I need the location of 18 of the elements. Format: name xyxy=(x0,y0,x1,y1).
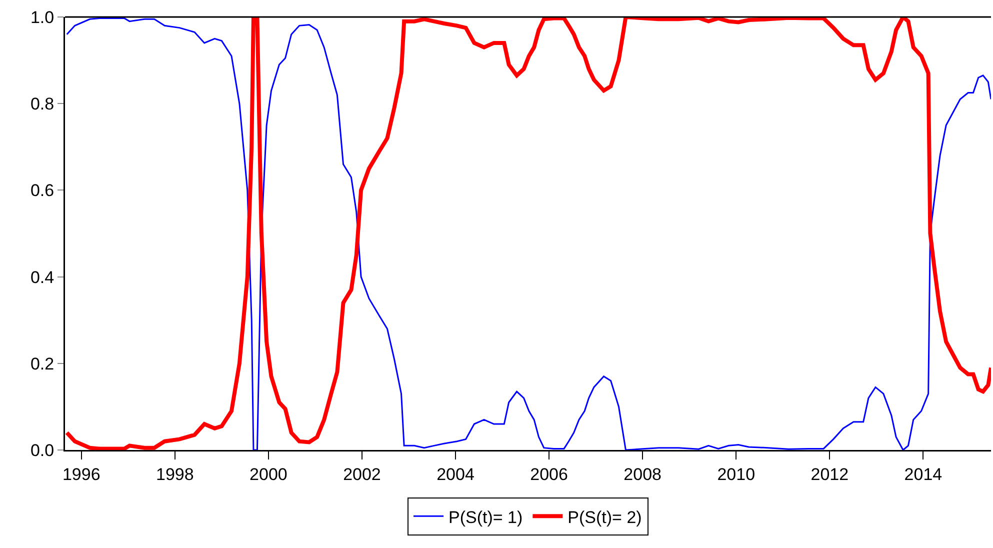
y-tick-label: 0.6 xyxy=(30,181,54,200)
x-tick-label: 1998 xyxy=(156,464,194,484)
x-tick-label: 2000 xyxy=(250,464,288,484)
y-tick-label: 0.0 xyxy=(30,440,54,460)
y-tick-label: 0.8 xyxy=(30,94,54,114)
x-tick-label: 2014 xyxy=(904,464,942,484)
x-tick-label: 2004 xyxy=(436,464,474,484)
legend-label: P(S(t)= 2) xyxy=(568,508,642,527)
y-tick-label: 0.4 xyxy=(30,268,54,287)
y-tick-label: 1.0 xyxy=(30,8,54,27)
x-tick-label: 2010 xyxy=(717,464,756,484)
x-tick-label: 2008 xyxy=(624,464,662,484)
x-tick-label: 2006 xyxy=(530,464,568,484)
y-tick-label: 0.2 xyxy=(30,354,54,374)
x-tick-label: 2012 xyxy=(810,464,849,484)
x-tick-label: 1996 xyxy=(62,464,100,484)
legend-label: P(S(t)= 1) xyxy=(448,508,523,527)
x-tick-label: 2002 xyxy=(343,464,381,484)
